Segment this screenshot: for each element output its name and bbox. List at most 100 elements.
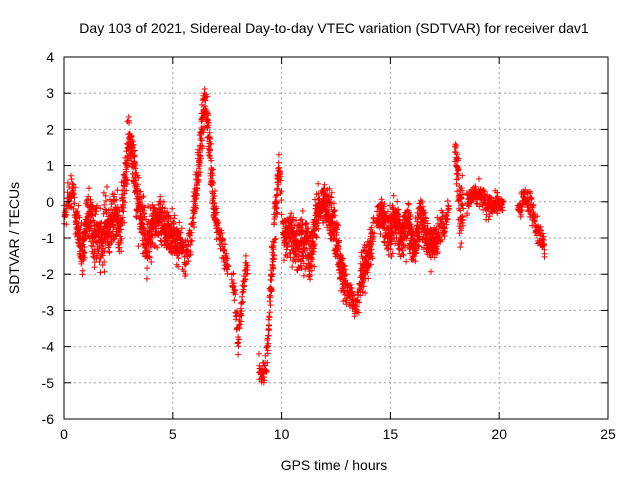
data-point bbox=[395, 206, 402, 213]
data-point bbox=[348, 285, 355, 292]
data-point bbox=[321, 185, 327, 192]
data-point bbox=[494, 210, 501, 217]
data-point bbox=[122, 179, 129, 186]
data-point bbox=[64, 179, 71, 186]
x-tick-label: 20 bbox=[491, 426, 507, 442]
data-point bbox=[198, 137, 205, 144]
data-point bbox=[233, 313, 240, 320]
data-point bbox=[406, 246, 413, 253]
data-point bbox=[133, 214, 140, 221]
data-point bbox=[181, 242, 188, 249]
data-point bbox=[435, 229, 442, 236]
data-point bbox=[134, 207, 141, 214]
data-point bbox=[234, 339, 241, 346]
data-point bbox=[208, 157, 215, 164]
data-point bbox=[118, 235, 125, 242]
data-point bbox=[100, 252, 106, 259]
data-point bbox=[231, 297, 238, 304]
data-point bbox=[459, 213, 466, 220]
data-point bbox=[119, 214, 126, 221]
data-point bbox=[89, 212, 96, 219]
data-point bbox=[193, 192, 200, 199]
data-point bbox=[186, 252, 193, 259]
data-point bbox=[200, 129, 207, 136]
data-point bbox=[336, 239, 342, 246]
data-point bbox=[369, 255, 376, 262]
data-point bbox=[499, 207, 506, 214]
data-point bbox=[394, 198, 401, 205]
data-point bbox=[117, 226, 124, 233]
data-point bbox=[377, 231, 384, 237]
data-point bbox=[457, 244, 464, 251]
data-point bbox=[81, 249, 88, 256]
data-point bbox=[241, 282, 248, 289]
data-point bbox=[92, 211, 99, 218]
data-point bbox=[118, 248, 125, 255]
data-point bbox=[210, 166, 217, 173]
data-point bbox=[151, 205, 158, 212]
data-point bbox=[315, 225, 322, 232]
data-point bbox=[454, 188, 461, 195]
data-point bbox=[328, 189, 335, 196]
data-point bbox=[132, 165, 139, 172]
data-point bbox=[225, 263, 232, 270]
data-point bbox=[91, 246, 98, 253]
data-point bbox=[81, 254, 88, 261]
data-point bbox=[87, 218, 94, 225]
data-point bbox=[213, 205, 220, 212]
data-point bbox=[202, 103, 209, 110]
data-point bbox=[365, 275, 372, 282]
data-point bbox=[171, 212, 178, 219]
data-point bbox=[307, 273, 314, 279]
data-point bbox=[209, 179, 216, 186]
data-point bbox=[368, 250, 375, 257]
data-point bbox=[335, 222, 342, 229]
data-point bbox=[289, 264, 296, 270]
data-point bbox=[224, 270, 231, 277]
data-point bbox=[330, 200, 337, 207]
data-point bbox=[218, 227, 225, 234]
data-point bbox=[120, 203, 127, 209]
data-point bbox=[445, 203, 452, 210]
data-point bbox=[370, 233, 377, 240]
data-point bbox=[218, 230, 225, 236]
data-point bbox=[428, 268, 434, 275]
data-point bbox=[264, 350, 271, 357]
data-point bbox=[223, 266, 230, 273]
data-point bbox=[192, 205, 199, 212]
data-point bbox=[347, 281, 354, 288]
data-point bbox=[211, 188, 218, 194]
data-point bbox=[436, 232, 443, 238]
data-point bbox=[434, 250, 440, 257]
data-point bbox=[305, 225, 312, 232]
data-point bbox=[424, 220, 431, 227]
data-point bbox=[171, 215, 178, 222]
data-point bbox=[204, 93, 211, 100]
data-point bbox=[134, 181, 141, 188]
data-point bbox=[140, 193, 147, 200]
data-point bbox=[75, 202, 82, 209]
data-points bbox=[61, 86, 548, 386]
data-point bbox=[311, 245, 317, 252]
data-point bbox=[129, 138, 136, 145]
data-point bbox=[412, 258, 419, 265]
data-point bbox=[187, 241, 194, 248]
data-point bbox=[236, 325, 243, 332]
data-point bbox=[485, 216, 492, 223]
data-point bbox=[407, 213, 414, 220]
data-point bbox=[362, 290, 369, 296]
data-point bbox=[232, 291, 239, 298]
data-point bbox=[116, 229, 123, 236]
data-point bbox=[278, 197, 285, 204]
data-point bbox=[334, 226, 341, 233]
data-point bbox=[444, 216, 451, 223]
data-point bbox=[66, 184, 73, 190]
data-point bbox=[390, 192, 397, 199]
data-point bbox=[194, 187, 201, 194]
data-point bbox=[281, 239, 288, 246]
data-point bbox=[215, 219, 222, 226]
x-tick-label: 15 bbox=[383, 426, 399, 442]
data-point bbox=[389, 250, 396, 257]
data-point bbox=[101, 247, 108, 254]
data-point bbox=[85, 193, 92, 200]
